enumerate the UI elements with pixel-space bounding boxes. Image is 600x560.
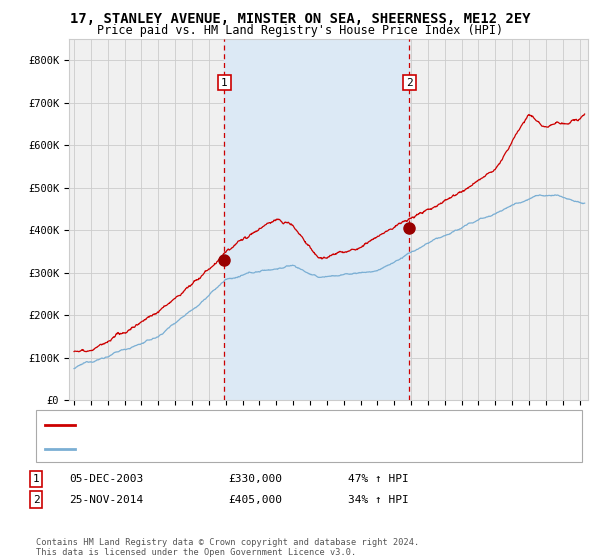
Text: 1: 1 (32, 474, 40, 484)
Text: 2: 2 (406, 77, 413, 87)
Text: HPI: Average price, detached house, Swale: HPI: Average price, detached house, Swal… (79, 444, 320, 454)
Text: 2: 2 (32, 494, 40, 505)
Text: 17, STANLEY AVENUE, MINSTER ON SEA, SHEERNESS, ME12 2EY: 17, STANLEY AVENUE, MINSTER ON SEA, SHEE… (70, 12, 530, 26)
Text: 25-NOV-2014: 25-NOV-2014 (69, 494, 143, 505)
Text: 05-DEC-2003: 05-DEC-2003 (69, 474, 143, 484)
Text: Price paid vs. HM Land Registry's House Price Index (HPI): Price paid vs. HM Land Registry's House … (97, 24, 503, 36)
Text: 34% ↑ HPI: 34% ↑ HPI (348, 494, 409, 505)
Text: £405,000: £405,000 (228, 494, 282, 505)
Text: 1: 1 (221, 77, 228, 87)
Text: Contains HM Land Registry data © Crown copyright and database right 2024.
This d: Contains HM Land Registry data © Crown c… (36, 538, 419, 557)
Text: 17, STANLEY AVENUE, MINSTER ON SEA, SHEERNESS, ME12 2EY (detached house): 17, STANLEY AVENUE, MINSTER ON SEA, SHEE… (79, 420, 502, 430)
Text: £330,000: £330,000 (228, 474, 282, 484)
Text: 47% ↑ HPI: 47% ↑ HPI (348, 474, 409, 484)
Bar (224, 39, 409, 400)
